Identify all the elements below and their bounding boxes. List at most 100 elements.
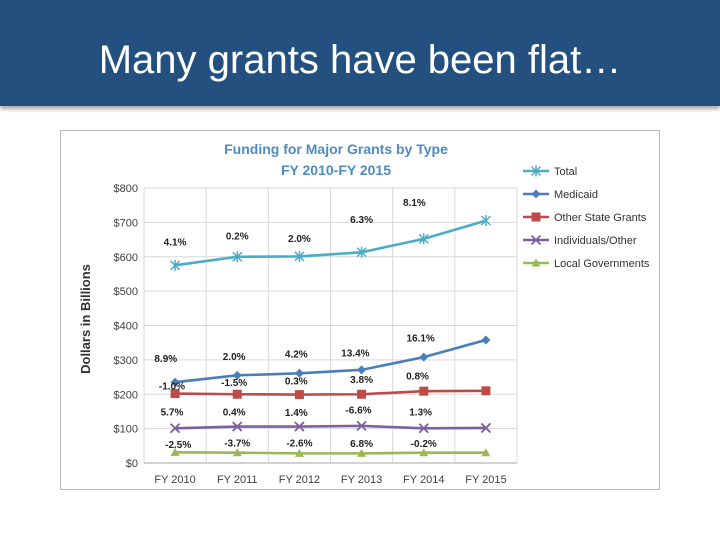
series-line-other-state-grants [175, 389, 486, 396]
data-point-local-governments [294, 448, 304, 457]
data-point-total [294, 250, 305, 262]
data-point-medicaid [357, 365, 367, 375]
data-point-individuals-other [232, 421, 243, 432]
data-point-total [418, 233, 429, 245]
percent-label: 8.1% [403, 198, 426, 209]
legend-item-individuals-other: Individuals/Other [523, 234, 637, 247]
percent-label: 4.2% [285, 350, 308, 361]
data-point-local-governments [232, 448, 242, 457]
percent-label: -1.5% [221, 378, 247, 389]
y-tick-label: $800 [114, 183, 138, 195]
data-point-local-governments [481, 448, 491, 457]
data-point-local-governments [170, 447, 180, 456]
legend-item-other-state-grants: Other State Grants [523, 212, 647, 224]
data-point-total [232, 251, 243, 263]
x-tick-label: FY 2013 [341, 474, 382, 486]
data-point-other-state-grants [232, 389, 242, 399]
title-banner: Many grants have been flat… [0, 0, 720, 106]
y-tick-label: $400 [114, 321, 138, 333]
data-point-individuals-other [480, 422, 492, 434]
y-tick-label: $500 [114, 286, 138, 298]
data-point-local-governments [419, 448, 429, 457]
legend-item-local-governments: Local Governments [523, 258, 650, 270]
grid-lines [143, 187, 518, 464]
percent-label: 16.1% [406, 334, 434, 345]
y-tick-label: $0 [126, 458, 138, 470]
legend-label: Medicaid [554, 189, 598, 201]
data-point-other-state-grants [481, 386, 491, 396]
percent-label: 0.8% [406, 371, 429, 382]
x-tick-label: FY 2011 [217, 474, 258, 486]
data-point-local-governments [357, 448, 367, 457]
percent-label: 0.4% [223, 407, 246, 418]
legend-item-total: Total [523, 165, 577, 178]
legend-swatch-marker [531, 212, 541, 222]
legend: Total Medicaid Other State Grants Individua… [523, 165, 650, 270]
percent-label: 2.0% [288, 234, 311, 245]
percent-label: -1.0% [159, 382, 185, 393]
series-line-medicaid [174, 338, 487, 384]
x-tick-label: FY 2010 [154, 474, 195, 486]
percent-label: -6.6% [345, 406, 371, 417]
percent-label: -3.7% [224, 438, 250, 449]
percent-annotations: 4.1% 0.2% 2.0% 6.3% 8.1% 8.9% 2.0% 4.2% 13.4% 16.… [154, 198, 437, 451]
percent-label: 6.8% [350, 439, 373, 450]
x-tick-label: FY 2015 [465, 474, 506, 486]
percent-label: 3.8% [350, 375, 373, 386]
percent-label: 4.1% [164, 237, 187, 248]
data-point-medicaid [170, 377, 180, 387]
chart-title-line2: FY 2010-FY 2015 [281, 162, 391, 178]
data-point-individuals-other [356, 420, 367, 432]
series-line-individuals-other [175, 424, 486, 430]
legend-label: Individuals/Other [554, 235, 637, 247]
legend-swatch-marker [530, 165, 542, 177]
data-point-total [356, 246, 367, 258]
percent-label: 8.9% [154, 354, 177, 365]
data-point-other-state-grants [357, 389, 367, 399]
data-point-total [170, 259, 181, 271]
data-point-other-state-grants [170, 389, 180, 399]
percent-label: -2.5% [165, 440, 191, 451]
percent-label: -0.2% [411, 439, 437, 450]
chart-frame: Funding for Major Grants by Type FY 2010… [60, 130, 660, 490]
slide-title: Many grants have been flat… [98, 38, 622, 82]
legend-label: Total [554, 166, 577, 178]
data-point-medicaid [419, 352, 429, 362]
percent-label: 5.7% [161, 407, 184, 418]
percent-label: 1.4% [285, 408, 308, 419]
y-tick-label: $200 [114, 389, 138, 401]
series-line-local-governments [175, 451, 486, 455]
chart-title-line1: Funding for Major Grants by Type [224, 141, 448, 157]
percent-label: -2.6% [286, 438, 312, 449]
percent-label: 13.4% [341, 348, 369, 359]
x-tick-label: FY 2012 [279, 474, 320, 486]
data-point-individuals-other [294, 421, 305, 432]
y-tick-label: $600 [114, 252, 138, 264]
percent-label: 6.3% [350, 215, 373, 226]
data-point-medicaid [232, 370, 242, 380]
y-axis-label: Dollars in Billions [78, 264, 93, 374]
y-tick-label: $300 [114, 355, 138, 367]
legend-swatch-marker [531, 189, 541, 199]
series-line-total [174, 219, 487, 267]
data-point-other-state-grants [419, 386, 429, 396]
percent-label: 0.3% [285, 377, 308, 388]
legend-item-medicaid: Medicaid [523, 189, 598, 201]
data-point-medicaid [294, 368, 304, 378]
legend-swatch-marker [530, 234, 542, 246]
legend-label: Other State Grants [554, 212, 647, 224]
series-lines [169, 215, 492, 457]
data-point-individuals-other [169, 423, 181, 434]
percent-label: 2.0% [223, 352, 246, 363]
y-tick-label: $100 [114, 424, 138, 436]
axes: $0 $100 $200 $300 $400 $500 $600 $700 $800 FY 201… [114, 183, 517, 486]
legend-label: Local Governments [554, 258, 650, 270]
data-point-individuals-other [418, 423, 429, 434]
data-point-total [480, 215, 491, 227]
y-tick-label: $700 [114, 217, 138, 229]
percent-label: 0.2% [226, 231, 249, 242]
legend-swatch-marker [531, 258, 541, 267]
data-point-other-state-grants [294, 390, 304, 400]
x-tick-label: FY 2014 [403, 474, 444, 486]
percent-label: 1.3% [409, 407, 432, 418]
